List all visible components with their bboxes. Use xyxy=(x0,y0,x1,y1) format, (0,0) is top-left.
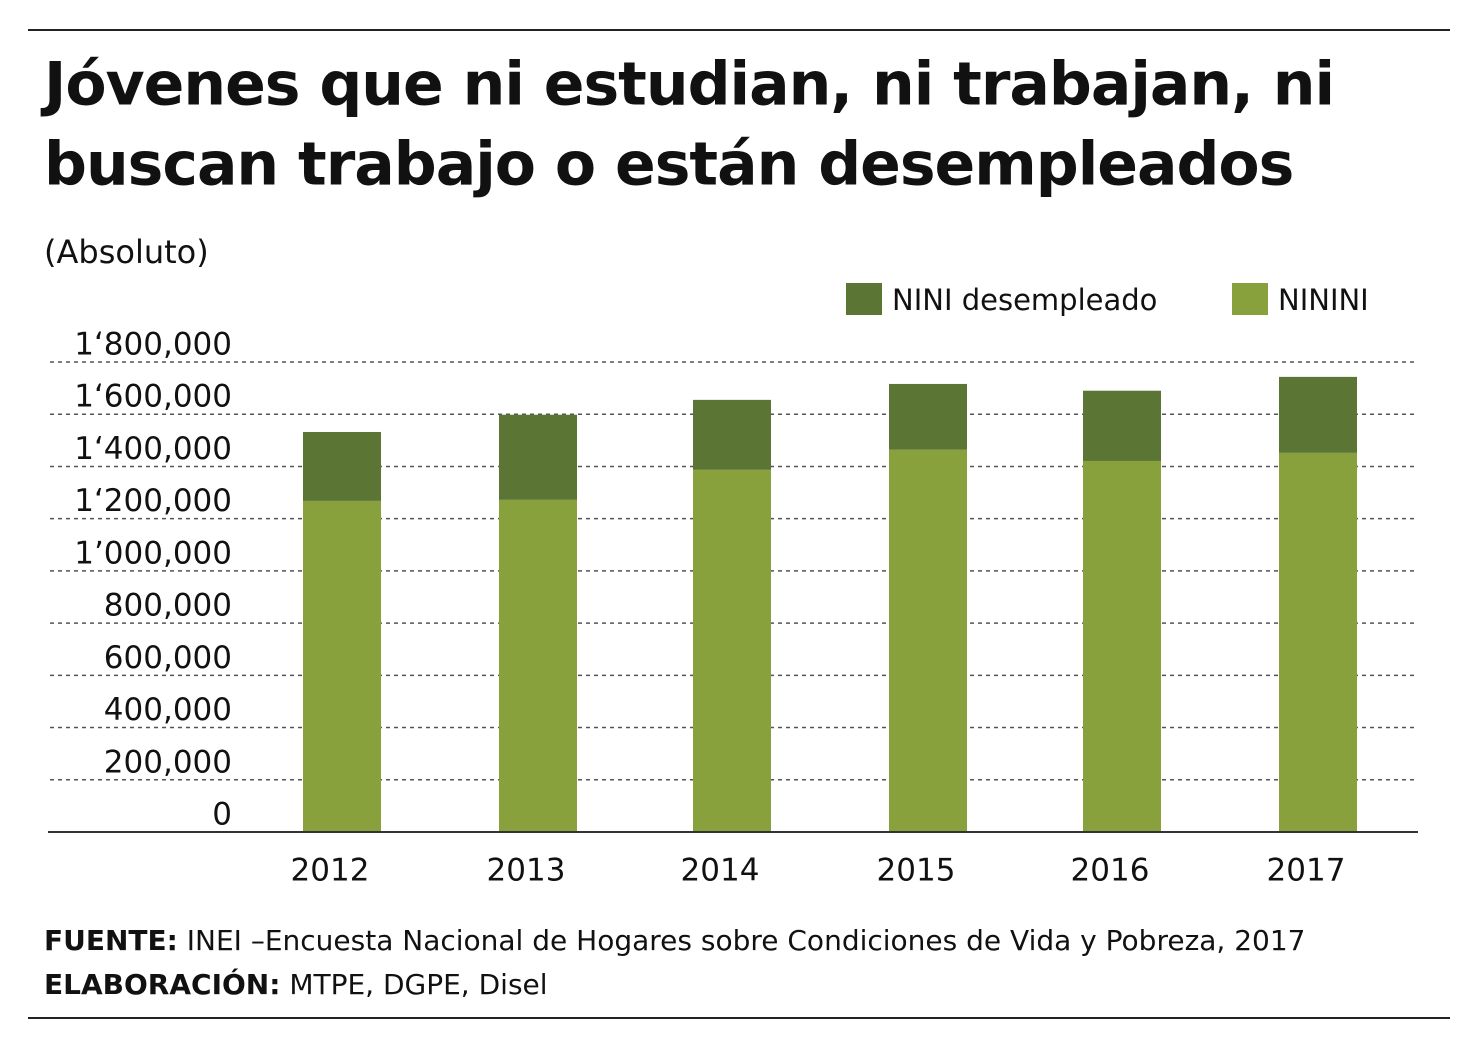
chart-title: buscan trabajo o están desempleados xyxy=(44,130,1293,200)
legend-label: NININI xyxy=(1278,283,1369,317)
bar xyxy=(1279,452,1357,832)
bar xyxy=(889,383,967,450)
y-tick-label: 1‘600,000 xyxy=(74,379,232,415)
x-tick-label: 2017 xyxy=(1267,853,1346,889)
y-tick-label: 400,000 xyxy=(104,692,232,728)
footer: ELABORACIÓN: MTPE, DGPE, Disel xyxy=(44,967,548,1001)
x-tick-label: 2015 xyxy=(877,853,956,889)
y-tick-label: 1‘400,000 xyxy=(74,431,232,467)
y-tick-label: 0 xyxy=(212,797,232,833)
bar xyxy=(499,414,577,500)
y-tick-label: 600,000 xyxy=(104,640,232,676)
y-tick-label: 800,000 xyxy=(104,588,232,624)
x-tick-label: 2016 xyxy=(1071,853,1150,889)
legend-label: NINI desempleado xyxy=(892,283,1157,317)
credit: MTPE, DGPE, Disel xyxy=(289,968,547,1001)
chart-title: Jóvenes que ni estudian, ni trabajan, ni xyxy=(40,50,1334,120)
y-tick-label: 1‘800,000 xyxy=(74,327,232,363)
x-tick-label: 2012 xyxy=(291,853,370,889)
credit-label: ELABORACIÓN: xyxy=(44,967,280,1001)
y-tick-label: 1’000,000 xyxy=(74,535,232,571)
y-tick-label: 1‘200,000 xyxy=(74,483,232,519)
x-tick-label: 2014 xyxy=(681,853,760,889)
source-label: FUENTE: xyxy=(44,924,178,957)
y-tick-label: 200,000 xyxy=(104,744,232,780)
source: INEI –Encuesta Nacional de Hogares sobre… xyxy=(187,924,1306,957)
bar xyxy=(693,399,771,470)
x-tick-label: 2013 xyxy=(487,853,566,889)
legend-swatch xyxy=(846,283,882,315)
bar xyxy=(303,500,381,832)
bar xyxy=(1083,460,1161,832)
bar xyxy=(303,431,381,501)
bar xyxy=(1279,376,1357,453)
subtitle: (Absoluto) xyxy=(44,233,209,271)
legend-swatch xyxy=(1232,283,1268,315)
bar xyxy=(693,469,771,832)
bar xyxy=(1083,390,1161,461)
bar xyxy=(499,499,577,832)
bar xyxy=(889,449,967,832)
footer: FUENTE: INEI –Encuesta Nacional de Hogar… xyxy=(44,924,1305,957)
